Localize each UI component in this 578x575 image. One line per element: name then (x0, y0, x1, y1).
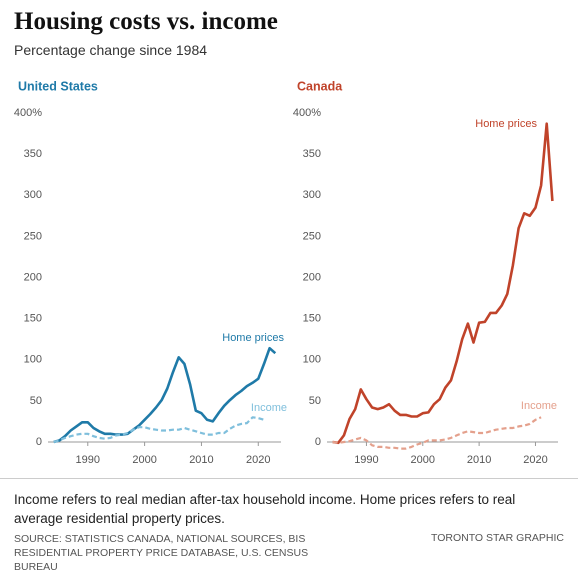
y-tick-label: 200 (303, 271, 321, 283)
divider (0, 478, 578, 479)
y-tick-label: 400% (14, 107, 42, 119)
charts: United States 0 50 100 150 200 250 300 350 400% 19… (14, 79, 558, 466)
x-tick-label: 2000 (411, 454, 435, 466)
series-label: Home prices (475, 118, 537, 130)
y-tick-label: 300 (303, 189, 321, 201)
y-tick-label: 300 (24, 189, 42, 201)
series-line (53, 346, 277, 444)
series-label: Home prices (222, 332, 284, 344)
y-tick-label: 400% (293, 107, 321, 119)
x-tick-label: 1990 (76, 454, 100, 466)
x-tick-label: 2010 (467, 454, 491, 466)
series-label: Income (521, 400, 557, 412)
series-line (332, 416, 542, 450)
x-tick-label: 2010 (189, 454, 213, 466)
y-tick-label: 250 (24, 230, 42, 242)
y-tick-label: 250 (303, 230, 321, 242)
subtitle: Percentage change since 1984 (14, 42, 208, 58)
title: Housing costs vs. income (14, 8, 278, 35)
y-tick-label: 100 (303, 354, 321, 366)
y-tick-label: 350 (303, 148, 321, 160)
x-tick-label: 2020 (246, 454, 270, 466)
x-tick-label: 2000 (132, 454, 156, 466)
y-tick-label: 150 (303, 313, 321, 325)
series-label: Income (251, 402, 287, 414)
series-line (332, 122, 554, 445)
x-tick-label: 1990 (354, 454, 378, 466)
y-tick-label: 100 (24, 354, 42, 366)
credit: TORONTO STAR GRAPHIC (430, 532, 564, 544)
y-tick-label: 150 (24, 313, 42, 325)
y-tick-label: 0 (315, 436, 321, 448)
y-tick-label: 0 (36, 436, 42, 448)
y-tick-label: 200 (24, 271, 42, 283)
y-tick-label: 50 (30, 395, 42, 407)
note: Income refers to real median after-tax h… (14, 492, 516, 526)
panel-title: United States (18, 79, 98, 93)
x-tick-label: 2020 (523, 454, 547, 466)
y-tick-label: 350 (24, 148, 42, 160)
y-tick-label: 50 (309, 395, 321, 407)
source: SOURCE: STATISTICS CANADA, NATIONAL SOUR… (14, 533, 309, 573)
panel-title: Canada (297, 79, 343, 93)
series-line (53, 416, 265, 444)
